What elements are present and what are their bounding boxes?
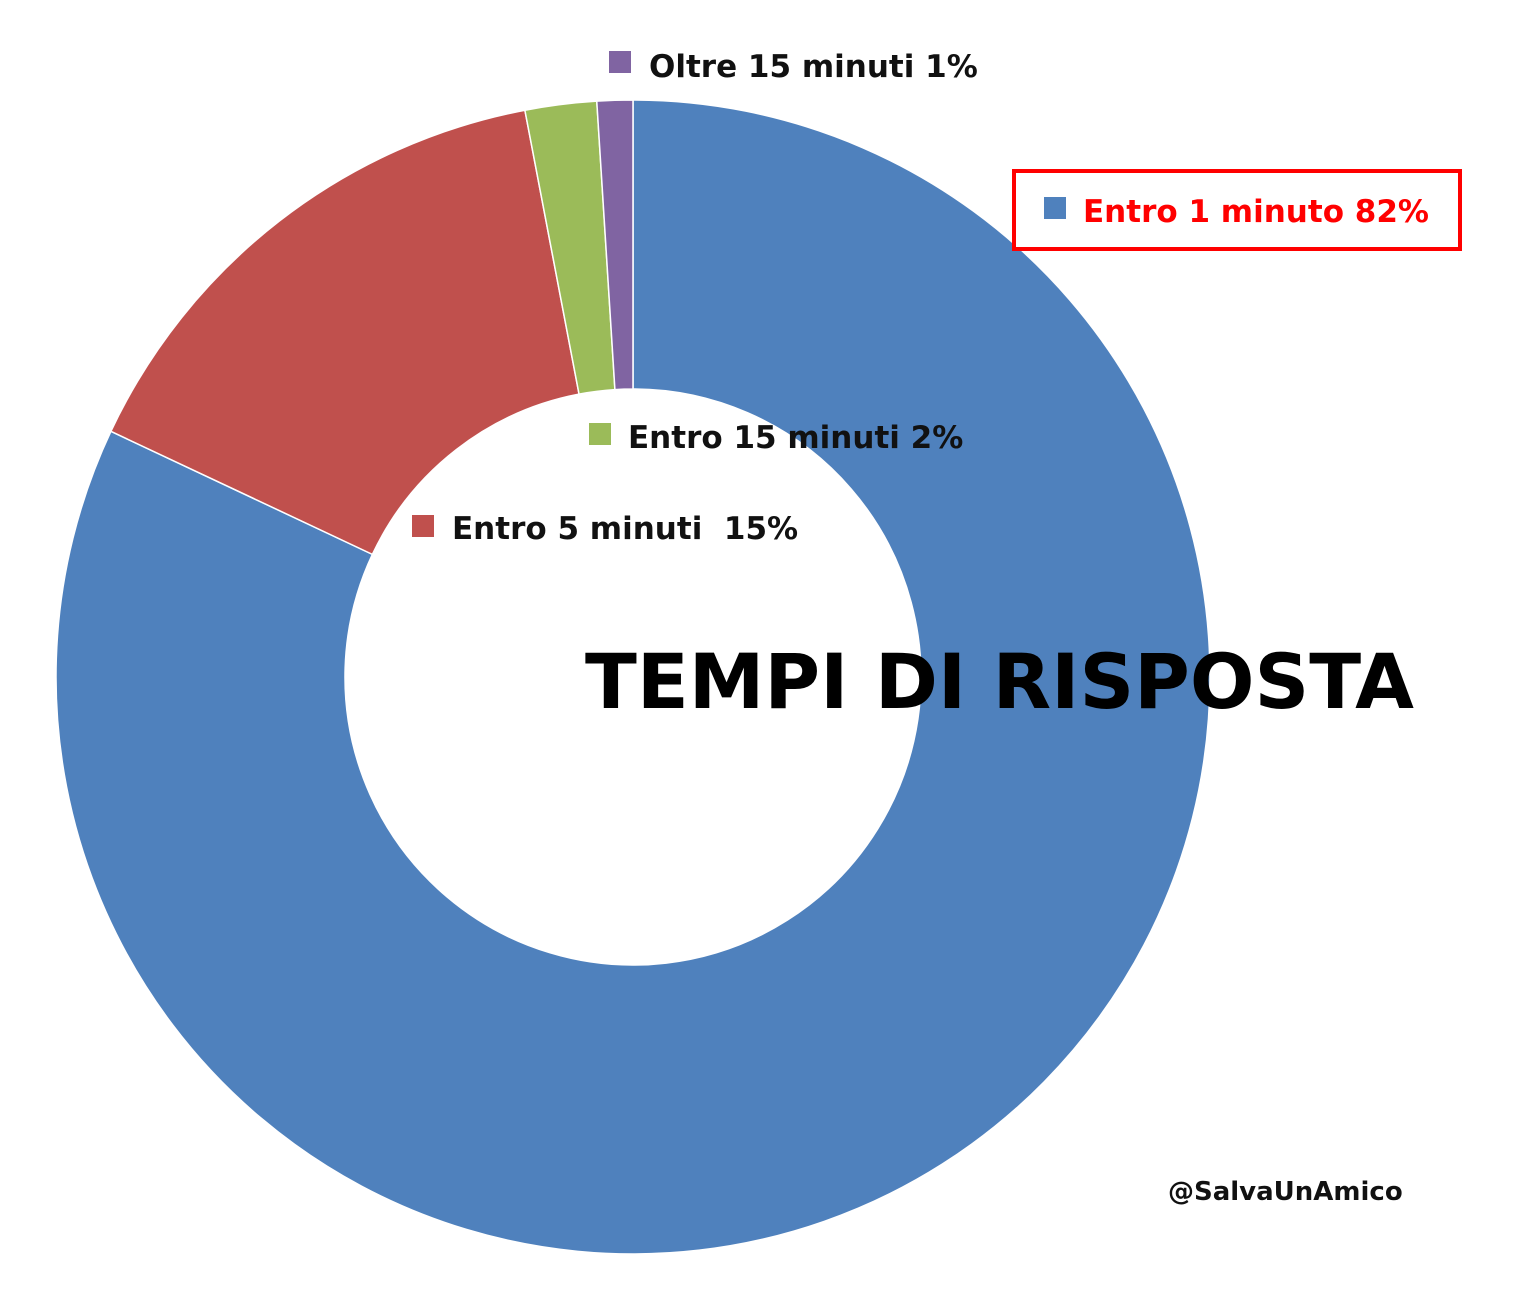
credit-handle: @SalvaUnAmico	[1168, 1177, 1403, 1207]
legend-swatch	[412, 515, 434, 537]
label-entro-15-minuti-2: Entro 15 minuti 2%	[589, 420, 963, 456]
label-entro-5-minuti-15: Entro 5 minuti 15%	[412, 511, 798, 547]
slice-entro-1-minuto-82	[55, 99, 1211, 1255]
legend-swatch	[609, 51, 631, 73]
slice-label-text: Oltre 15 minuti 1%	[649, 49, 978, 85]
slice-label-text: Entro 15 minuti 2%	[628, 420, 963, 456]
slice-labels: Entro 1 minuto 82% Entro 5 minuti 15% Entr…	[412, 49, 1462, 547]
slice-label-text: Entro 5 minuti 15%	[452, 511, 798, 547]
slice-label-text: Entro 1 minuto 82%	[1083, 194, 1429, 230]
chart-title: TEMPI DI RISPOSTA	[585, 637, 1414, 726]
slice-oltre-15-minuti-1	[595, 99, 634, 391]
label-oltre-15-minuti-1: Oltre 15 minuti 1%	[609, 49, 978, 85]
slice-entro-5-minuti-15	[109, 109, 580, 556]
label-entro-1-minuto-82: Entro 1 minuto 82%	[1012, 169, 1462, 251]
highlight-box	[1012, 169, 1462, 251]
legend-swatch	[1044, 197, 1066, 219]
donut-slices	[55, 99, 1211, 1255]
legend-swatch	[589, 423, 611, 445]
